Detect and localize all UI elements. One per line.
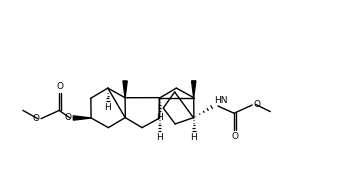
- Text: O: O: [57, 82, 64, 91]
- Polygon shape: [123, 81, 127, 98]
- Text: O: O: [65, 113, 72, 122]
- Text: O: O: [15, 106, 21, 115]
- Polygon shape: [192, 81, 196, 98]
- Text: O: O: [232, 132, 239, 141]
- Text: H: H: [104, 103, 111, 112]
- Text: H: H: [156, 113, 163, 122]
- Text: H: H: [156, 133, 163, 142]
- Text: HN: HN: [215, 96, 228, 105]
- Text: O: O: [254, 99, 261, 108]
- Text: O: O: [33, 114, 39, 123]
- Text: H: H: [190, 133, 197, 142]
- Polygon shape: [73, 116, 91, 120]
